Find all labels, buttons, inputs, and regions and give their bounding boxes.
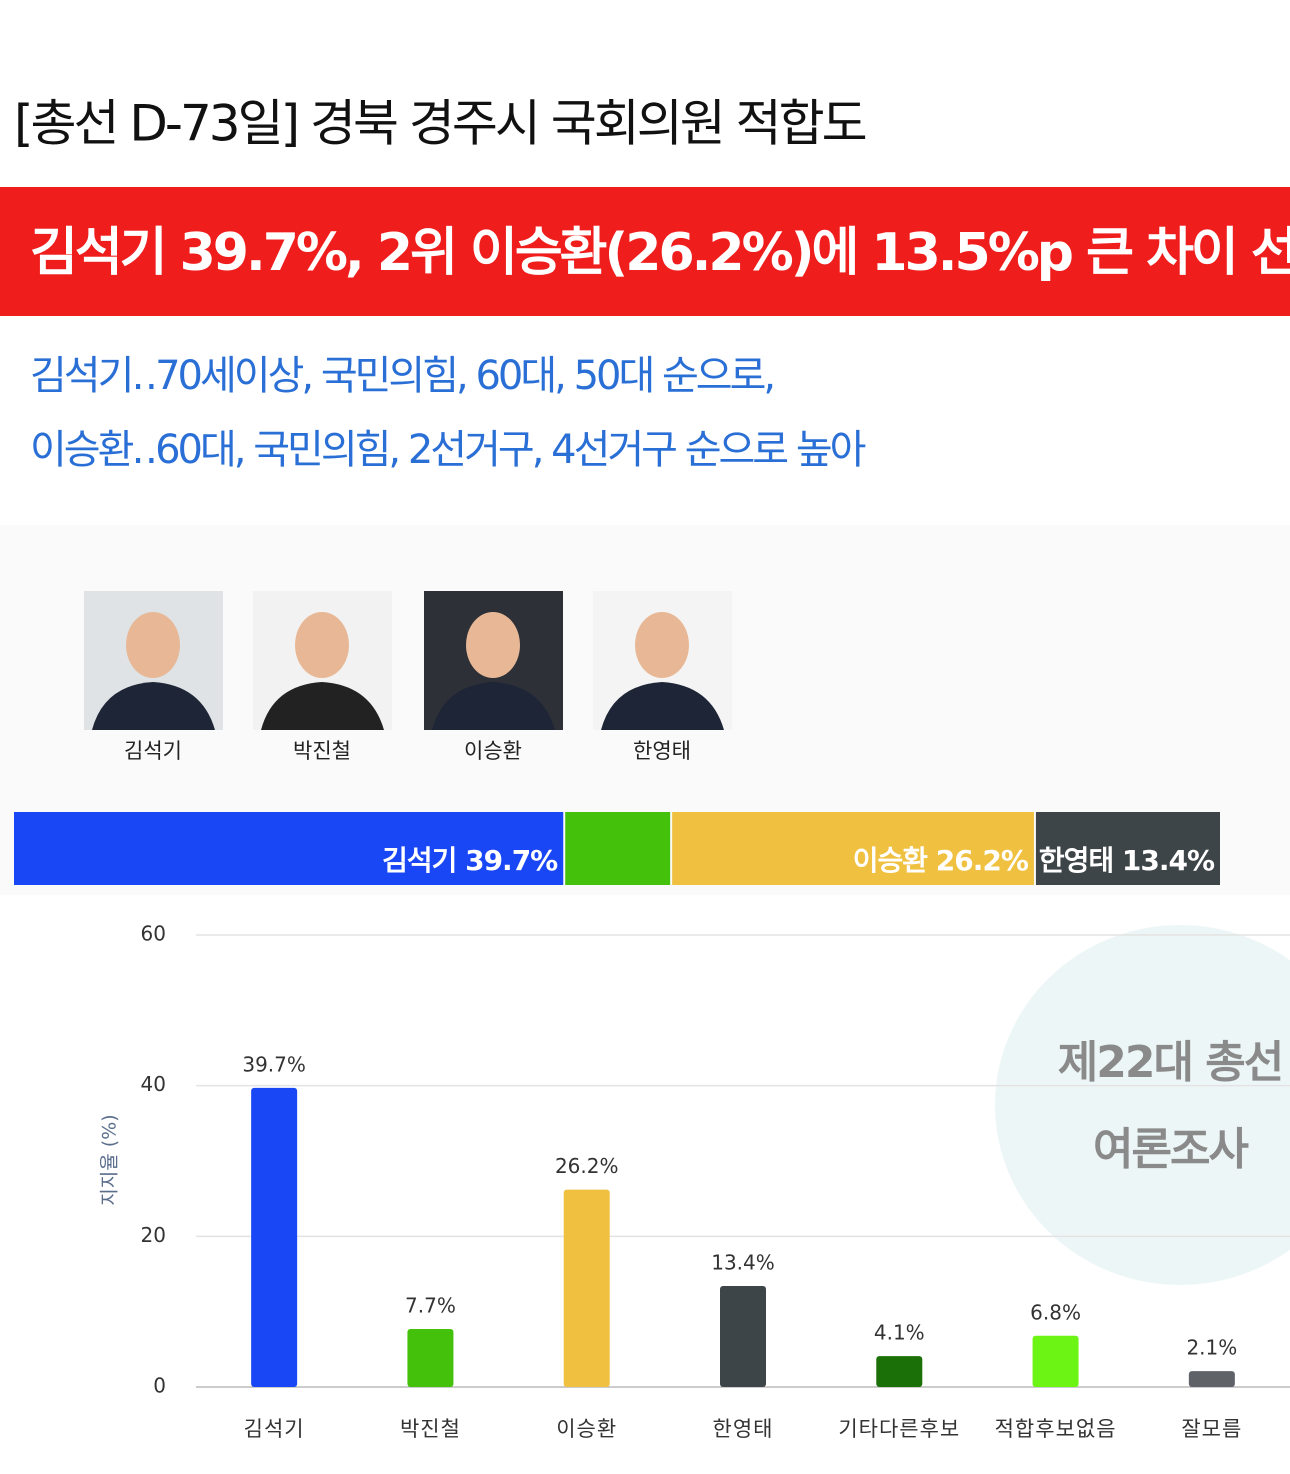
photo-suit [432, 682, 555, 730]
y-tick-label: 60 [141, 922, 166, 946]
x-tick-label: 적합후보없음 [995, 1417, 1117, 1441]
photo-face [126, 612, 180, 678]
photos: 김석기 박진철 이승환 한영태 [84, 591, 732, 763]
photo-suit [261, 682, 384, 730]
segment-label: 한영태 13.4% [1039, 844, 1215, 877]
value-label: 4.1% [874, 1321, 925, 1345]
segment [14, 812, 564, 885]
bar [407, 1328, 454, 1387]
y-tick-label: 20 [141, 1223, 166, 1247]
bar [563, 1189, 610, 1387]
x-tick-label: 이승환 [556, 1417, 617, 1441]
y-tick-label: 40 [141, 1072, 166, 1096]
segment-label: 김석기 39.7% [382, 844, 558, 877]
value-label: 26.2% [555, 1154, 619, 1178]
x-tick-label: 박진철 [400, 1417, 461, 1441]
photo-face [295, 612, 349, 678]
y-tick-label: 0 [153, 1374, 166, 1398]
candidate-name: 한영태 [633, 739, 691, 763]
watermark-badge [995, 925, 1290, 1285]
title: [총선 D-73일] 경북 경주시 국회의원 적합도 [14, 95, 866, 153]
segment [565, 812, 671, 885]
bar [1032, 1335, 1079, 1387]
segment [1035, 812, 1220, 885]
bar [876, 1356, 923, 1387]
segment-label: 이승환 26.2% [853, 844, 1029, 877]
subtitle: 이승환‥60대, 국민의힘, 2선거구, 4선거구 순으로 높아 [30, 427, 866, 473]
subtitle: 김석기‥70세이상, 국민의힘, 60대, 50대 순으로, [30, 353, 773, 399]
value-label: 6.8% [1030, 1300, 1081, 1324]
candidate-name: 김석기 [124, 739, 182, 763]
headline-band [0, 187, 1290, 316]
y-axis-label: 지지율 (%) [99, 1114, 121, 1205]
bar [251, 1087, 298, 1387]
x-tick-label: 기타다른후보 [838, 1417, 960, 1441]
value-label: 7.7% [405, 1293, 456, 1317]
photo-suit [601, 682, 724, 730]
x-tick-label: 한영태 [713, 1417, 774, 1441]
headline: 김석기 39.7%, 2위 이승환(26.2%)에 13.5%p 큰 차이 선두 [30, 223, 1290, 283]
bar [1188, 1371, 1235, 1387]
photo-suit [92, 682, 215, 730]
photo-face [466, 612, 520, 678]
candidate-name: 박진철 [293, 739, 351, 763]
candidate-name: 이승환 [464, 739, 522, 763]
segment [672, 812, 1034, 885]
watermark: 여론조사 [1093, 1124, 1248, 1175]
x-tick-label: 잘모름 [1181, 1417, 1242, 1441]
x-tick-label: 김석기 [244, 1417, 305, 1441]
watermark: 제22대 총선 [1058, 1037, 1282, 1088]
value-label: 39.7% [242, 1052, 306, 1076]
bar [720, 1286, 766, 1387]
value-label: 2.1% [1186, 1336, 1237, 1360]
value-label: 13.4% [711, 1251, 775, 1275]
photo-face [635, 612, 689, 678]
